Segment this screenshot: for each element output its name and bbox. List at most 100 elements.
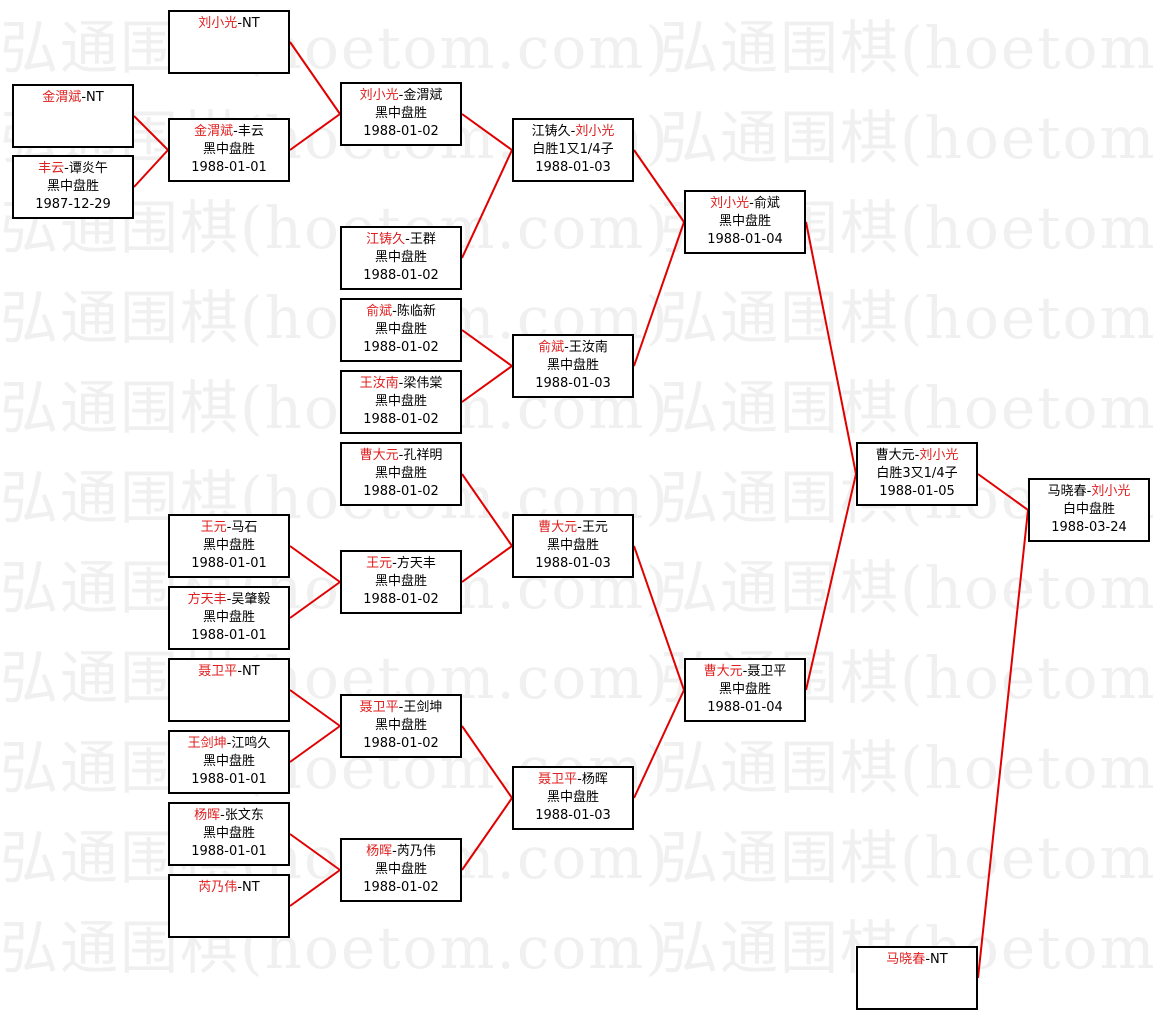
bracket-connector xyxy=(289,833,341,871)
match-players: 江铸久-王群 xyxy=(342,231,460,249)
player-2: 王汝南 xyxy=(568,340,608,355)
match-box[interactable]: 马晓春-刘小光 白中盘胜 1988-03-24 xyxy=(1028,478,1150,542)
separator: - xyxy=(564,340,569,355)
match-result: 黑中盘胜 xyxy=(374,394,427,409)
player-1: 江铸久 xyxy=(531,124,571,139)
match-box[interactable]: 俞斌-陈临新 黑中盘胜 1988-01-02 xyxy=(340,298,462,362)
player-1: 金渭斌 xyxy=(194,124,234,139)
match-box[interactable]: 曹大元-聂卫平 黑中盘胜 1988-01-04 xyxy=(684,658,806,722)
match-players: 江铸久-刘小光 xyxy=(514,123,632,141)
player-1: 丰云 xyxy=(38,161,65,176)
match-box[interactable]: 丰云-谭炎午 黑中盘胜 1987-12-29 xyxy=(12,155,134,219)
match-players: 刘小光-金渭斌 xyxy=(342,87,460,105)
match-players: 王元-马石 xyxy=(170,519,288,537)
watermark: 弘通围棋(hoetom.com) xyxy=(660,374,1161,442)
player-2: 丰云 xyxy=(237,124,264,139)
match-date: 1988-01-01 xyxy=(191,844,267,859)
match-date: 1988-01-04 xyxy=(707,232,783,247)
player-1: 曹大元 xyxy=(359,448,399,463)
bracket-connector xyxy=(289,113,341,151)
separator: - xyxy=(392,556,397,571)
match-date: 1988-01-02 xyxy=(363,412,439,427)
separator: - xyxy=(398,700,404,715)
watermark: 弘通围棋(hoetom.com) xyxy=(660,284,1161,352)
match-box[interactable]: 聂卫平-王剑坤 黑中盘胜 1988-01-02 xyxy=(340,694,462,758)
separator: - xyxy=(405,232,410,247)
player-2: 刘小光 xyxy=(1091,484,1131,499)
separator: - xyxy=(1086,484,1092,499)
player-2: 金渭斌 xyxy=(403,88,443,103)
player-1: 俞斌 xyxy=(366,304,393,319)
match-box[interactable]: 金渭斌-NT xyxy=(12,84,134,148)
match-box[interactable]: 芮乃伟-NT xyxy=(168,874,290,938)
player-1: 刘小光 xyxy=(198,16,238,31)
match-date: 1988-03-24 xyxy=(1051,520,1127,535)
match-box[interactable]: 马晓春-NT xyxy=(856,946,978,1010)
separator: - xyxy=(392,844,397,859)
match-box[interactable]: 杨晖-芮乃伟 黑中盘胜 1988-01-02 xyxy=(340,838,462,902)
match-players: 马晓春-NT xyxy=(858,951,976,969)
match-box[interactable]: 聂卫平-NT xyxy=(168,658,290,722)
match-box[interactable]: 曹大元-王元 黑中盘胜 1988-01-03 xyxy=(512,514,634,578)
match-box[interactable]: 王元-方天丰 黑中盘胜 1988-01-02 xyxy=(340,550,462,614)
separator: - xyxy=(742,664,748,679)
player-2: 方天丰 xyxy=(396,556,436,571)
player-2: 刘小光 xyxy=(575,124,615,139)
match-box[interactable]: 刘小光-俞斌 黑中盘胜 1988-01-04 xyxy=(684,190,806,254)
bracket-connector xyxy=(133,115,169,151)
match-box[interactable]: 曹大元-孔祥明 黑中盘胜 1988-01-02 xyxy=(340,442,462,506)
match-box[interactable]: 聂卫平-杨晖 黑中盘胜 1988-01-03 xyxy=(512,766,634,830)
match-box[interactable]: 金渭斌-丰云 黑中盘胜 1988-01-01 xyxy=(168,118,290,182)
player-1: 芮乃伟 xyxy=(198,880,238,895)
match-box[interactable]: 俞斌-王汝南 黑中盘胜 1988-01-03 xyxy=(512,334,634,398)
match-players: 刘小光-NT xyxy=(170,15,288,33)
match-date: 1988-01-01 xyxy=(191,556,267,571)
match-result: 黑中盘胜 xyxy=(374,250,427,265)
bracket-connector xyxy=(461,545,513,583)
bracket-connector xyxy=(461,365,513,403)
match-box[interactable]: 曹大元-刘小光 白胜3又1/4子 1988-01-05 xyxy=(856,442,978,506)
match-date: 1988-01-03 xyxy=(535,376,611,391)
separator: - xyxy=(220,808,225,823)
player-2: NT xyxy=(242,880,260,895)
match-players: 马晓春-刘小光 xyxy=(1030,483,1148,501)
match-result: 黑中盘胜 xyxy=(546,790,599,805)
match-box[interactable]: 方天丰-吴肇毅 黑中盘胜 1988-01-01 xyxy=(168,586,290,650)
match-box[interactable]: 江铸久-王群 黑中盘胜 1988-01-02 xyxy=(340,226,462,290)
bracket-connector xyxy=(805,473,857,691)
match-players: 丰云-谭炎午 xyxy=(14,160,132,178)
bracket-connector xyxy=(977,473,1029,511)
match-box[interactable]: 王汝南-梁伟棠 黑中盘胜 1988-01-02 xyxy=(340,370,462,434)
separator: - xyxy=(577,520,582,535)
separator: - xyxy=(398,88,404,103)
match-box[interactable]: 王元-马石 黑中盘胜 1988-01-01 xyxy=(168,514,290,578)
watermark: 弘通围棋(hoetom.com) xyxy=(0,14,670,82)
match-box[interactable]: 江铸久-刘小光 白胜1又1/4子 1988-01-03 xyxy=(512,118,634,182)
bracket-connector xyxy=(633,149,685,223)
match-date: 1988-01-01 xyxy=(191,160,267,175)
bracket-connector xyxy=(289,869,341,907)
match-box[interactable]: 杨晖-张文东 黑中盘胜 1988-01-01 xyxy=(168,802,290,866)
separator: - xyxy=(226,520,232,535)
bracket-connector xyxy=(461,473,513,547)
player-1: 江铸久 xyxy=(366,232,406,247)
player-1: 王元 xyxy=(200,520,227,535)
bracket-connector xyxy=(461,329,513,367)
player-1: 王元 xyxy=(366,556,393,571)
player-2: 芮乃伟 xyxy=(396,844,436,859)
player-1: 金渭斌 xyxy=(42,90,82,105)
match-players: 刘小光-俞斌 xyxy=(686,195,804,213)
player-2: 吴肇毅 xyxy=(231,592,271,607)
player-2: 张文东 xyxy=(224,808,264,823)
match-result: 黑中盘胜 xyxy=(374,574,427,589)
match-box[interactable]: 刘小光-NT xyxy=(168,10,290,74)
match-result: 黑中盘胜 xyxy=(374,466,427,481)
separator: - xyxy=(398,376,404,391)
player-2: NT xyxy=(930,952,948,967)
match-box[interactable]: 刘小光-金渭斌 黑中盘胜 1988-01-02 xyxy=(340,82,462,146)
player-2: 王元 xyxy=(581,520,608,535)
bracket-connector xyxy=(289,581,341,619)
separator: - xyxy=(226,592,232,607)
match-box[interactable]: 王剑坤-江鸣久 黑中盘胜 1988-01-01 xyxy=(168,730,290,794)
